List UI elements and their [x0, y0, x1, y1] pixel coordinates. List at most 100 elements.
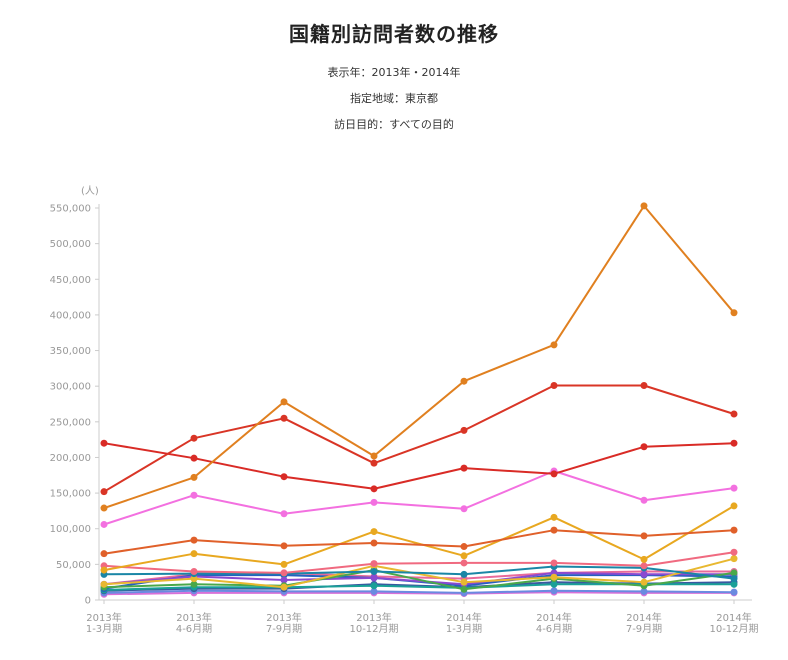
data-point[interactable]: [460, 552, 468, 560]
data-point[interactable]: [190, 567, 198, 575]
data-point[interactable]: [190, 536, 198, 544]
data-point[interactable]: [640, 562, 648, 570]
data-point[interactable]: [730, 575, 738, 583]
data-point[interactable]: [550, 341, 558, 349]
data-point[interactable]: [730, 548, 738, 556]
data-point[interactable]: [190, 454, 198, 462]
data-point[interactable]: [190, 575, 198, 583]
data-point[interactable]: [550, 470, 558, 478]
data-point[interactable]: [100, 566, 108, 574]
data-point[interactable]: [550, 573, 558, 581]
data-point[interactable]: [550, 580, 558, 588]
data-point[interactable]: [370, 485, 378, 493]
data-point[interactable]: [370, 452, 378, 460]
data-point[interactable]: [370, 459, 378, 467]
data-point[interactable]: [370, 528, 378, 536]
data-point[interactable]: [370, 567, 378, 575]
data-point[interactable]: [190, 434, 198, 442]
data-point[interactable]: [550, 587, 558, 595]
data-point[interactable]: [460, 505, 468, 513]
data-point[interactable]: [550, 559, 558, 567]
data-point[interactable]: [730, 580, 738, 588]
data-point[interactable]: [100, 488, 108, 496]
data-point[interactable]: [460, 578, 468, 586]
data-point[interactable]: [280, 576, 288, 584]
data-point[interactable]: [460, 377, 468, 385]
data-point[interactable]: [550, 513, 558, 521]
data-point[interactable]: [370, 498, 378, 506]
data-point[interactable]: [190, 473, 198, 481]
data-point[interactable]: [730, 555, 738, 563]
data-point[interactable]: [460, 559, 468, 567]
data-point[interactable]: [190, 580, 198, 588]
series-line: [103, 591, 734, 596]
data-point[interactable]: [730, 588, 738, 596]
series-9: [100, 555, 738, 591]
series-1: [100, 202, 738, 512]
data-point[interactable]: [280, 542, 288, 550]
data-point[interactable]: [730, 569, 738, 577]
data-point[interactable]: [460, 426, 468, 434]
data-point[interactable]: [280, 583, 288, 591]
data-point[interactable]: [640, 570, 648, 578]
chart-header: 国籍別訪問者数の推移 表示年：2013年・2014年 指定地域：東京都 訪日目的…: [0, 0, 788, 138]
data-point[interactable]: [100, 504, 108, 512]
data-point[interactable]: [550, 381, 558, 389]
series-group: [100, 202, 738, 598]
data-point[interactable]: [730, 309, 738, 317]
data-point[interactable]: [550, 526, 558, 534]
data-point[interactable]: [190, 550, 198, 558]
data-point[interactable]: [730, 502, 738, 510]
y-tick-label: 450,000: [50, 275, 91, 286]
chart-title: 国籍別訪問者数の推移: [289, 22, 499, 46]
data-point[interactable]: [640, 443, 648, 451]
data-point[interactable]: [460, 585, 468, 593]
data-point[interactable]: [640, 496, 648, 504]
x-tick-label: 2013年 1-3月期: [86, 611, 122, 635]
x-tick-label: 2014年 4-6月期: [536, 611, 572, 635]
data-point[interactable]: [190, 491, 198, 499]
series-2: [100, 381, 738, 496]
y-tick-label: 50,000: [56, 560, 91, 571]
data-point[interactable]: [640, 381, 648, 389]
data-point[interactable]: [640, 555, 648, 563]
data-point[interactable]: [280, 560, 288, 568]
series-line: [103, 565, 735, 580]
y-tick-label: 100,000: [50, 524, 91, 535]
y-tick-label: 250,000: [50, 417, 91, 428]
data-point[interactable]: [370, 560, 378, 568]
data-point[interactable]: [280, 569, 288, 577]
data-point[interactable]: [640, 202, 648, 210]
data-point[interactable]: [280, 414, 288, 422]
data-point[interactable]: [370, 574, 378, 582]
data-point[interactable]: [640, 532, 648, 540]
series-line: [103, 442, 735, 490]
data-point[interactable]: [280, 473, 288, 481]
data-point[interactable]: [730, 484, 738, 492]
y-axis: 0 50,000 100,000 150,000 200,000 250,000 300,0…: [50, 204, 100, 607]
data-point[interactable]: [280, 398, 288, 406]
data-point[interactable]: [460, 543, 468, 551]
series-3: [100, 439, 738, 493]
series-line: [103, 470, 735, 526]
data-point[interactable]: [370, 539, 378, 547]
data-point[interactable]: [730, 439, 738, 447]
region-label: 指定地域：東京都: [350, 92, 438, 105]
data-point[interactable]: [370, 587, 378, 595]
data-point[interactable]: [280, 510, 288, 518]
data-point[interactable]: [370, 582, 378, 590]
data-point[interactable]: [100, 550, 108, 558]
data-point[interactable]: [460, 570, 468, 578]
y-tick-label: 150,000: [50, 489, 91, 500]
series-5: [100, 526, 738, 558]
data-point[interactable]: [100, 580, 108, 588]
y-tick-label: 300,000: [50, 382, 91, 393]
data-point[interactable]: [100, 520, 108, 528]
data-point[interactable]: [640, 587, 648, 595]
data-point[interactable]: [100, 439, 108, 447]
data-point[interactable]: [460, 464, 468, 472]
data-point[interactable]: [730, 410, 738, 418]
data-point[interactable]: [640, 578, 648, 586]
data-point[interactable]: [730, 526, 738, 534]
